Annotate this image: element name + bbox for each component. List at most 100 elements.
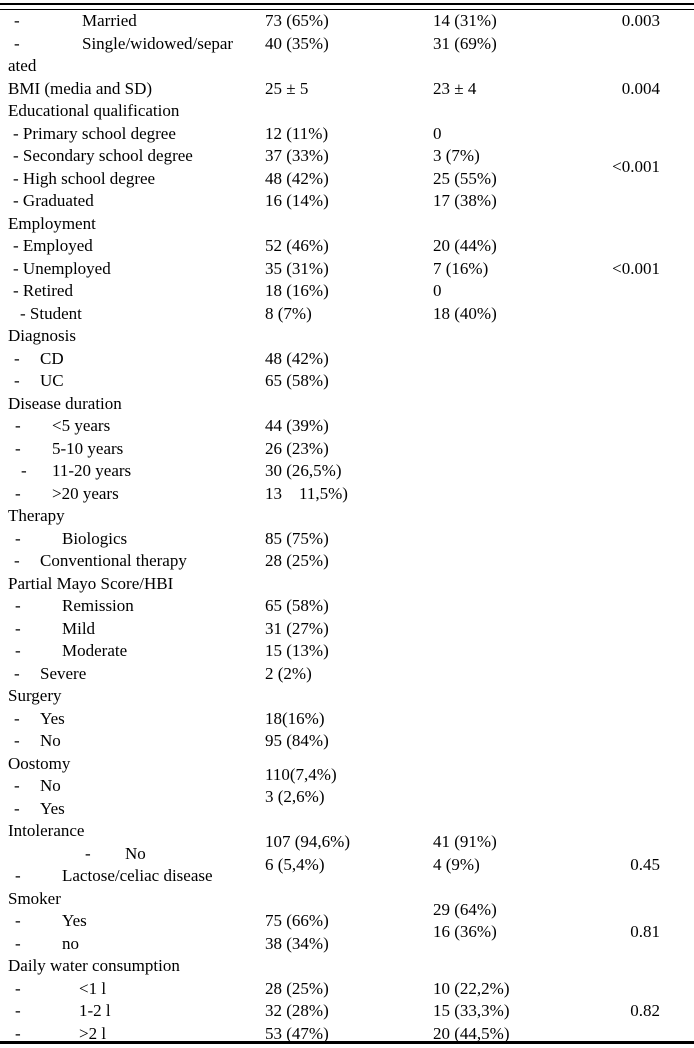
table-row: Daily water consumption — [0, 955, 694, 978]
table-cell-dash: - — [15, 1001, 21, 1020]
table-cell-dash: - — [15, 911, 21, 930]
table-row: - No 95 (84%) — [0, 730, 694, 753]
table-cell-c2: 41 (91%) — [433, 832, 497, 852]
table-cell-p: 0.82 — [630, 1001, 660, 1020]
table-row: - 11-20 years 30 (26,5%) — [0, 460, 694, 483]
table-row: - Yes — [0, 798, 694, 821]
table-cell-label: Mild — [62, 618, 96, 638]
table-cell-label: Disease duration — [8, 393, 122, 413]
table-cell-label: Surgery — [8, 686, 62, 705]
table-cell-c1: 44 (39%) — [265, 416, 329, 435]
table-row: - Graduated 16 (14%) 17 (38%) — [0, 190, 694, 213]
table-cell-c2: 14 (31%) — [433, 11, 497, 30]
table-cell-p: 0.81 — [630, 922, 660, 942]
table-row: ated — [0, 55, 694, 78]
table-cell-label: - Retired — [13, 281, 73, 300]
table-cell-c1: 28 (25%) — [265, 551, 329, 570]
table-row: - Retired 18 (16%) 0 — [0, 280, 694, 303]
table-cell-label: Biologics — [62, 528, 128, 548]
table-cell-label: Remission — [62, 596, 134, 615]
table-cell-dash: - — [15, 596, 21, 615]
table-cell-dash: - — [15, 618, 21, 638]
table-cell-dash: - — [14, 663, 20, 683]
table-cell-c1: 65 (58%) — [265, 371, 329, 390]
table-cell-c1: 8 (7%) — [265, 303, 312, 323]
table-row: - High school degree 48 (42%) 25 (55%) — [0, 168, 694, 191]
table-row: - UC 65 (58%) — [0, 370, 694, 393]
table-cell-c2: 17 (38%) — [433, 191, 497, 210]
table-cell-label: Yes — [40, 708, 65, 728]
table-cell-c1: 25 ± 5 — [265, 78, 309, 98]
table-cell-c1: 18(16%) — [265, 708, 325, 728]
table-cell-c2: 3 (7%) — [433, 146, 480, 165]
table-cell-dash: - — [15, 978, 21, 998]
table-cell-label: No — [40, 776, 61, 795]
table-cell-dash: - — [14, 348, 20, 368]
table-cell-label: - Secondary school degree — [13, 146, 193, 165]
table-row: - Moderate 15 (13%) — [0, 640, 694, 663]
table-cell-label: - High school degree — [13, 168, 156, 188]
table-row: - Biologics 85 (75%) — [0, 528, 694, 551]
table-cell-dash: - — [15, 866, 21, 885]
table-cell-dash: - — [14, 776, 20, 795]
table-cell-c1: 37 (33%) — [265, 146, 329, 165]
table-cell-dash: - — [14, 551, 20, 570]
table-row: - Yes 75 (66%) 16 (36%) 0.81 — [0, 910, 694, 941]
table-row: - CD 48 (42%) — [0, 348, 694, 371]
table-cell-c2: 20 (44,5%) — [433, 1023, 510, 1043]
table-cell-label: >20 years — [52, 483, 119, 503]
table-cell-label: Lactose/celiac disease — [62, 866, 213, 885]
table-top-rule-thin — [0, 9, 694, 10]
table-cell-c1: 48 (42%) — [265, 348, 329, 368]
table-cell-label: Intolerance — [8, 821, 85, 840]
table-cell-c1: 15 (13%) — [265, 641, 329, 660]
table-cell-c2: 25 (55%) — [433, 168, 497, 188]
table-cell-label: <5 years — [52, 416, 111, 435]
table-cell-dash: - — [85, 843, 91, 863]
table-cell-label: Daily water consumption — [8, 956, 180, 975]
table-row: Employment — [0, 213, 694, 236]
table-cell-label: No — [125, 843, 146, 863]
table-row: Surgery — [0, 685, 694, 708]
table-row: - Yes 18(16%) — [0, 708, 694, 731]
table-cell-label: Conventional therapy — [40, 551, 187, 570]
table-cell-label: Oostomy — [8, 753, 71, 773]
table-cell-dash: - — [15, 528, 21, 548]
table-row: - 5-10 years 26 (23%) — [0, 438, 694, 461]
table-cell-c2: 7 (16%) — [433, 258, 489, 278]
table-row: - Secondary school degree 37 (33%) 3 (7%) <… — [0, 145, 694, 176]
table-cell-label: 11-20 years — [52, 461, 132, 480]
table-row: - <5 years 44 (39%) — [0, 415, 694, 438]
table-cell-label: Smoker — [8, 888, 61, 908]
table-cell-c2: 23 ± 4 — [433, 78, 477, 98]
table-cell-dash: - — [15, 933, 21, 953]
table-cell-label: Moderate — [62, 641, 128, 660]
table-body: - Married 73 (65%) 14 (31%) 0.003 - Single/wid… — [0, 10, 694, 1045]
table-cell-c1: 16 (14%) — [265, 191, 329, 210]
table-cell-label: Married — [82, 11, 137, 30]
table-cell-dash: - — [14, 731, 20, 750]
table-cell-c1: 6 (5,4%) — [265, 854, 325, 874]
table-cell-c1: 30 (26,5%) — [265, 461, 342, 480]
table-top-rule-thick — [0, 3, 694, 5]
table-row: - Married 73 (65%) 14 (31%) 0.003 — [0, 10, 694, 33]
table-row: Smoker 29 (64%) — [0, 888, 694, 919]
table-row: Partial Mayo Score/HBI — [0, 573, 694, 596]
table-cell-p: <0.001 — [612, 258, 660, 278]
table-cell-p: 0.45 — [630, 854, 660, 874]
table-cell-c1: 38 (34%) — [265, 933, 329, 953]
table-cell-label: 5-10 years — [52, 438, 124, 458]
table-row: - Employed 52 (46%) 20 (44%) — [0, 235, 694, 258]
table-cell-dash: - — [15, 1023, 21, 1043]
table-row: - no 38 (34%) — [0, 933, 694, 956]
table-row: - Lactose/celiac disease — [0, 865, 694, 888]
table-row: - Mild 31 (27%) — [0, 618, 694, 641]
table-cell-label: Therapy — [8, 506, 65, 525]
table-cell-c2: 20 (44%) — [433, 236, 497, 255]
table-cell-label: Partial Mayo Score/HBI — [8, 573, 174, 593]
table-cell-c1: 53 (47%) — [265, 1023, 329, 1043]
table-cell-c2: 10 (22,2%) — [433, 978, 510, 998]
table-row: - Unemployed 35 (31%) 7 (16%) <0.001 — [0, 258, 694, 281]
table-cell-c1: 85 (75%) — [265, 528, 329, 548]
